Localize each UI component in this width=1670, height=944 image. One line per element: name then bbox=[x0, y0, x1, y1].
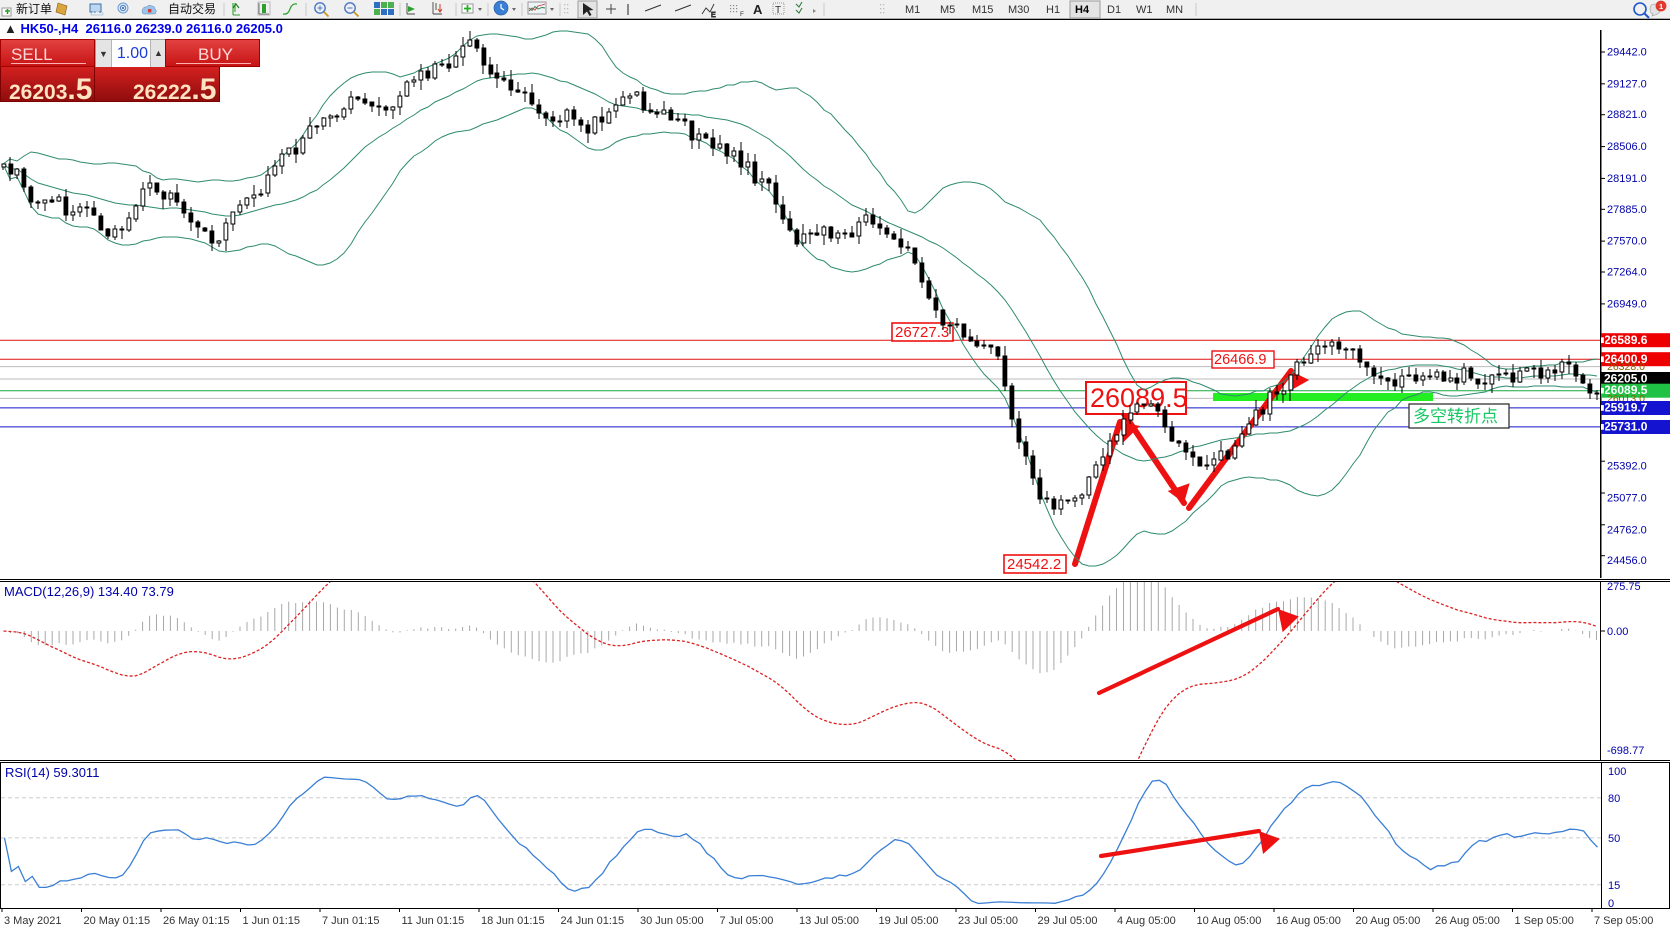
svg-text:50: 50 bbox=[1608, 833, 1620, 845]
svg-text:A: A bbox=[753, 2, 763, 17]
svg-text:27570.0: 27570.0 bbox=[1607, 236, 1647, 248]
svg-text:29127.0: 29127.0 bbox=[1607, 78, 1647, 90]
svg-text:25077.0: 25077.0 bbox=[1607, 493, 1647, 505]
svg-text:19 Jul 05:00: 19 Jul 05:00 bbox=[879, 915, 939, 927]
svg-text:25731.0: 25731.0 bbox=[1604, 420, 1648, 434]
svg-text:80: 80 bbox=[1608, 793, 1620, 805]
svg-text:28506.0: 28506.0 bbox=[1607, 141, 1647, 153]
svg-text:26949.0: 26949.0 bbox=[1607, 298, 1647, 310]
svg-text:26 Aug 05:00: 26 Aug 05:00 bbox=[1435, 915, 1500, 927]
svg-text:M30: M30 bbox=[1008, 4, 1029, 16]
svg-text:24762.0: 24762.0 bbox=[1607, 524, 1647, 536]
svg-text:16 Aug 05:00: 16 Aug 05:00 bbox=[1276, 915, 1341, 927]
svg-text:26466.9: 26466.9 bbox=[1214, 352, 1266, 368]
svg-text:29442.0: 29442.0 bbox=[1607, 47, 1647, 59]
svg-text:新订单: 新订单 bbox=[16, 1, 52, 16]
svg-text:25919.7: 25919.7 bbox=[1604, 401, 1648, 415]
svg-text:29 Jul 05:00: 29 Jul 05:00 bbox=[1038, 915, 1098, 927]
svg-text:27264.0: 27264.0 bbox=[1607, 267, 1647, 279]
svg-text:D1: D1 bbox=[1107, 4, 1121, 16]
svg-text:1: 1 bbox=[1659, 2, 1663, 11]
svg-text:E: E bbox=[711, 12, 716, 19]
svg-text:23 Jul 05:00: 23 Jul 05:00 bbox=[958, 915, 1018, 927]
svg-text:24 Jun 01:15: 24 Jun 01:15 bbox=[561, 915, 625, 927]
svg-text:15: 15 bbox=[1608, 880, 1620, 892]
svg-text:20 Aug 05:00: 20 Aug 05:00 bbox=[1356, 915, 1421, 927]
svg-text:MN: MN bbox=[1166, 4, 1183, 16]
svg-text:20 May 01:15: 20 May 01:15 bbox=[84, 915, 151, 927]
svg-text:H4: H4 bbox=[1075, 4, 1090, 16]
svg-text:13 Jul 05:00: 13 Jul 05:00 bbox=[799, 915, 859, 927]
svg-text:M5: M5 bbox=[940, 4, 955, 16]
svg-text:10 Aug 05:00: 10 Aug 05:00 bbox=[1197, 915, 1262, 927]
svg-text:7 Sep 05:00: 7 Sep 05:00 bbox=[1594, 915, 1653, 927]
svg-text:11 Jun 01:15: 11 Jun 01:15 bbox=[402, 915, 465, 927]
svg-text:F: F bbox=[740, 11, 744, 18]
svg-text:24542.2: 24542.2 bbox=[1007, 556, 1061, 573]
svg-text:1 Sep 05:00: 1 Sep 05:00 bbox=[1515, 915, 1574, 927]
svg-text:-698.77: -698.77 bbox=[1607, 745, 1644, 757]
svg-text:18 Jun 01:15: 18 Jun 01:15 bbox=[481, 915, 545, 927]
svg-text:3 May 2021: 3 May 2021 bbox=[4, 915, 61, 927]
svg-text:T: T bbox=[775, 5, 781, 16]
svg-text:M1: M1 bbox=[905, 4, 920, 16]
svg-text:7 Jun 01:15: 7 Jun 01:15 bbox=[322, 915, 380, 927]
svg-text:M15: M15 bbox=[972, 4, 993, 16]
svg-text:26727.3: 26727.3 bbox=[895, 324, 949, 341]
svg-text:4 Aug 05:00: 4 Aug 05:00 bbox=[1117, 915, 1176, 927]
svg-text:28191.0: 28191.0 bbox=[1607, 173, 1647, 185]
svg-text:1 Jun 01:15: 1 Jun 01:15 bbox=[243, 915, 301, 927]
svg-text:26589.6: 26589.6 bbox=[1604, 333, 1648, 347]
svg-text:28821.0: 28821.0 bbox=[1607, 109, 1647, 121]
svg-text:自动交易: 自动交易 bbox=[168, 1, 216, 16]
svg-text:25392.0: 25392.0 bbox=[1607, 461, 1647, 473]
svg-text:27885.0: 27885.0 bbox=[1607, 204, 1647, 216]
svg-text:26 May 01:15: 26 May 01:15 bbox=[163, 915, 230, 927]
svg-text:0.00: 0.00 bbox=[1607, 626, 1628, 638]
svg-text:H1: H1 bbox=[1046, 4, 1060, 16]
svg-text:24456.0: 24456.0 bbox=[1607, 555, 1647, 567]
svg-text:100: 100 bbox=[1608, 766, 1626, 778]
svg-text:W1: W1 bbox=[1136, 4, 1153, 16]
svg-text:多空转折点: 多空转折点 bbox=[1413, 407, 1498, 426]
svg-text:7 Jul 05:00: 7 Jul 05:00 bbox=[720, 915, 774, 927]
svg-text:275.75: 275.75 bbox=[1607, 582, 1641, 593]
svg-text:30 Jun 05:00: 30 Jun 05:00 bbox=[640, 915, 704, 927]
